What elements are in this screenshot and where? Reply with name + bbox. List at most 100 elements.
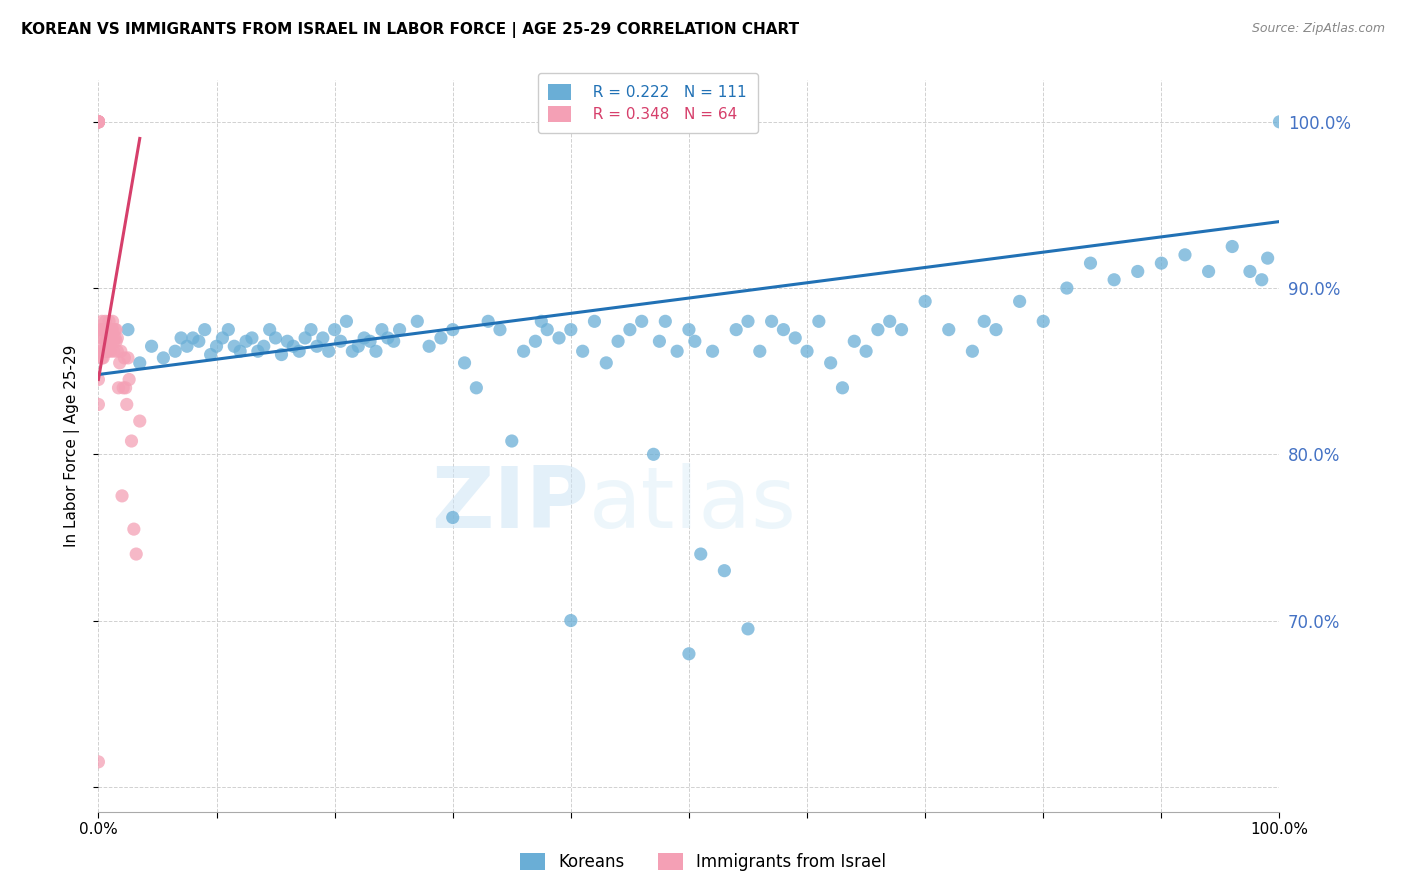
Point <box>441 510 464 524</box>
Point <box>347 339 370 353</box>
Point <box>560 323 582 337</box>
Point <box>103 334 125 349</box>
Point <box>666 344 689 359</box>
Point <box>1056 281 1078 295</box>
Y-axis label: In Labor Force | Age 25-29: In Labor Force | Age 25-29 <box>63 345 80 547</box>
Point <box>141 339 163 353</box>
Point <box>648 334 671 349</box>
Point <box>962 344 984 359</box>
Point <box>87 115 110 129</box>
Point <box>353 331 375 345</box>
Point <box>689 547 711 561</box>
Point <box>630 314 652 328</box>
Point <box>117 323 139 337</box>
Point <box>342 344 364 359</box>
Point <box>87 115 110 129</box>
Point <box>748 344 770 359</box>
Point <box>785 331 807 345</box>
Legend:   R = 0.222   N = 111,   R = 0.348   N = 64: R = 0.222 N = 111, R = 0.348 N = 64 <box>537 73 758 133</box>
Point <box>1032 314 1054 328</box>
Point <box>90 344 112 359</box>
Point <box>98 314 121 328</box>
Point <box>87 115 110 129</box>
Point <box>571 344 593 359</box>
Point <box>1102 273 1125 287</box>
Point <box>125 547 148 561</box>
Point <box>536 323 558 337</box>
Point <box>820 356 842 370</box>
Point <box>371 323 394 337</box>
Point <box>855 344 877 359</box>
Point <box>866 323 889 337</box>
Point <box>1174 248 1197 262</box>
Point <box>121 434 143 448</box>
Point <box>200 347 222 361</box>
Point <box>1198 264 1220 278</box>
Point <box>530 314 553 328</box>
Point <box>87 115 110 129</box>
Point <box>87 397 110 411</box>
Point <box>94 314 117 328</box>
Point <box>115 397 138 411</box>
Point <box>176 339 198 353</box>
Point <box>683 334 706 349</box>
Point <box>406 314 429 328</box>
Point <box>93 331 115 345</box>
Point <box>235 334 257 349</box>
Point <box>737 622 759 636</box>
Point <box>165 344 187 359</box>
Point <box>100 323 122 337</box>
Point <box>737 314 759 328</box>
Point <box>93 323 115 337</box>
Point <box>388 323 411 337</box>
Point <box>364 344 387 359</box>
Point <box>96 344 118 359</box>
Text: Source: ZipAtlas.com: Source: ZipAtlas.com <box>1251 22 1385 36</box>
Point <box>548 331 571 345</box>
Point <box>489 323 512 337</box>
Point <box>97 323 120 337</box>
Point <box>114 381 136 395</box>
Point <box>91 314 114 328</box>
Text: ZIP: ZIP <box>430 463 589 546</box>
Point <box>240 331 263 345</box>
Point <box>329 334 352 349</box>
Point <box>607 334 630 349</box>
Point <box>181 331 204 345</box>
Point <box>595 356 617 370</box>
Point <box>359 334 381 349</box>
Point <box>560 614 582 628</box>
Point <box>128 414 150 428</box>
Point <box>643 447 665 461</box>
Point <box>87 115 110 129</box>
Text: atlas: atlas <box>589 463 797 546</box>
Point <box>1239 264 1261 278</box>
Point <box>105 334 128 349</box>
Point <box>194 323 217 337</box>
Point <box>382 334 405 349</box>
Point <box>1080 256 1102 270</box>
Point <box>87 115 110 129</box>
Point <box>101 314 124 328</box>
Point <box>259 323 281 337</box>
Point <box>105 344 128 359</box>
Point <box>217 323 239 337</box>
Point <box>87 115 110 129</box>
Point <box>100 334 122 349</box>
Point <box>418 339 440 353</box>
Point <box>246 344 269 359</box>
Point <box>91 351 114 365</box>
Point <box>128 356 150 370</box>
Point <box>122 522 145 536</box>
Point <box>318 344 340 359</box>
Point <box>305 339 328 353</box>
Point <box>430 331 453 345</box>
Point <box>1220 239 1243 253</box>
Point <box>253 339 276 353</box>
Text: KOREAN VS IMMIGRANTS FROM ISRAEL IN LABOR FORCE | AGE 25-29 CORRELATION CHART: KOREAN VS IMMIGRANTS FROM ISRAEL IN LABO… <box>21 22 799 38</box>
Point <box>441 323 464 337</box>
Point <box>844 334 866 349</box>
Point <box>87 115 110 129</box>
Point <box>87 115 110 129</box>
Point <box>984 323 1007 337</box>
